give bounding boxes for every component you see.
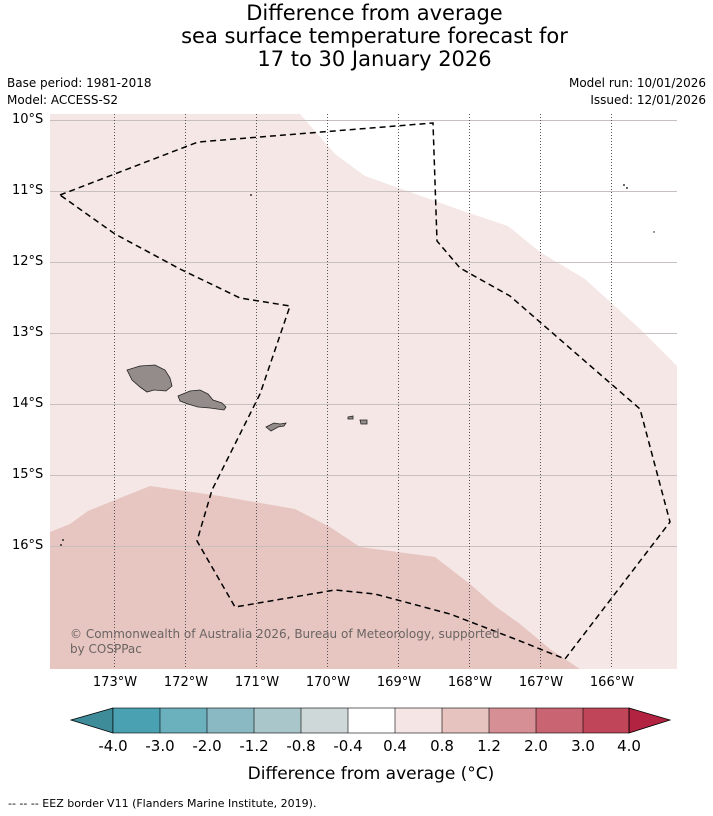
colorbar-tick-label: -2.0 (192, 737, 222, 755)
colorbar-title: Difference from average (°C) (247, 764, 495, 784)
colorbar-segment (113, 708, 160, 733)
lat-label: 10°S (12, 112, 44, 127)
title-line-2: sea surface temperature forecast for (181, 24, 568, 48)
lat-label: 13°S (12, 325, 44, 340)
colorbar-segment (395, 708, 442, 733)
land-savaii-island (126, 364, 173, 393)
copyright-text-line-1: © Commonwealth of Australia 2026, Bureau… (70, 627, 500, 641)
lon-label: 171°W (234, 675, 280, 690)
lon-gridlines (114, 114, 612, 669)
title-line-3: 17 to 30 January 2026 (257, 47, 492, 71)
land-tutuila-island (265, 422, 287, 432)
lon-label: 172°W (163, 675, 209, 690)
colorbar-tick-label: 0.4 (383, 737, 407, 755)
colorbar-segment (536, 708, 583, 733)
colorbar-tick-label: -0.8 (286, 737, 316, 755)
colorbar-segment (348, 708, 395, 733)
issued-text: Issued: 12/01/2026 (590, 93, 706, 107)
colorbar-tick-label: -4.0 (98, 737, 128, 755)
colorbar-segment (254, 708, 301, 733)
land-islet (62, 539, 64, 541)
lat-label: 14°S (12, 396, 44, 411)
land-islet (623, 184, 625, 186)
lat-label: 15°S (12, 467, 44, 482)
colorbar-segment (160, 708, 207, 733)
colorbar-tick-label: 3.0 (571, 737, 595, 755)
lon-label: 173°W (92, 675, 138, 690)
lat-gridlines (50, 120, 677, 547)
land-islet (626, 187, 628, 189)
lon-label: 166°W (589, 675, 635, 690)
anomaly-region-0-8-1-2 (50, 486, 580, 669)
eez-border-legend: -- -- -- EEZ border V11 (Flanders Marine… (8, 797, 317, 810)
lat-label: 12°S (12, 254, 44, 269)
title-line-1: Difference from average (246, 1, 503, 25)
eez-border (59, 122, 671, 660)
colorbar-tick-label: -3.0 (145, 737, 175, 755)
sst-anomaly-map: © Commonwealth of Australia 2026, Bureau… (50, 114, 677, 669)
lat-label: 16°S (12, 538, 44, 553)
lon-label: 167°W (518, 675, 564, 690)
colorbar-tick-label: -0.4 (333, 737, 363, 755)
colorbar-tick-label: 4.0 (617, 737, 641, 755)
lon-label: 170°W (305, 675, 351, 690)
land-upolu-island (177, 389, 227, 411)
model-run-text: Model run: 10/01/2026 (568, 76, 706, 90)
land-islet (250, 194, 252, 196)
lon-label: 169°W (376, 675, 422, 690)
colorbar (69, 707, 672, 734)
colorbar-dividers (112, 707, 630, 734)
colorbar-tick-label: -1.2 (239, 737, 269, 755)
colorbar-tick-label: 2.0 (524, 737, 548, 755)
colorbar-segment (489, 708, 536, 733)
colorbar-segment (583, 708, 629, 733)
colorbar-arrow-high (628, 707, 672, 734)
land-islet (60, 544, 62, 546)
colorbar-segment (207, 708, 254, 733)
colorbar-segment (301, 708, 348, 733)
land-islet (653, 231, 655, 233)
lon-label: 168°W (447, 675, 493, 690)
copyright-text-line-2: by COSPPac (70, 642, 142, 656)
land-tau-island (359, 419, 368, 425)
land-ofu-island (347, 415, 354, 420)
colorbar-segment (442, 708, 489, 733)
model-text: Model: ACCESS-S2 (7, 93, 119, 107)
lat-label: 11°S (12, 183, 44, 198)
colorbar-tick-label: 0.8 (430, 737, 454, 755)
base-period-text: Base period: 1981-2018 (7, 76, 152, 90)
colorbar-tick-label: 1.2 (477, 737, 501, 755)
colorbar-arrow-low (69, 707, 114, 734)
